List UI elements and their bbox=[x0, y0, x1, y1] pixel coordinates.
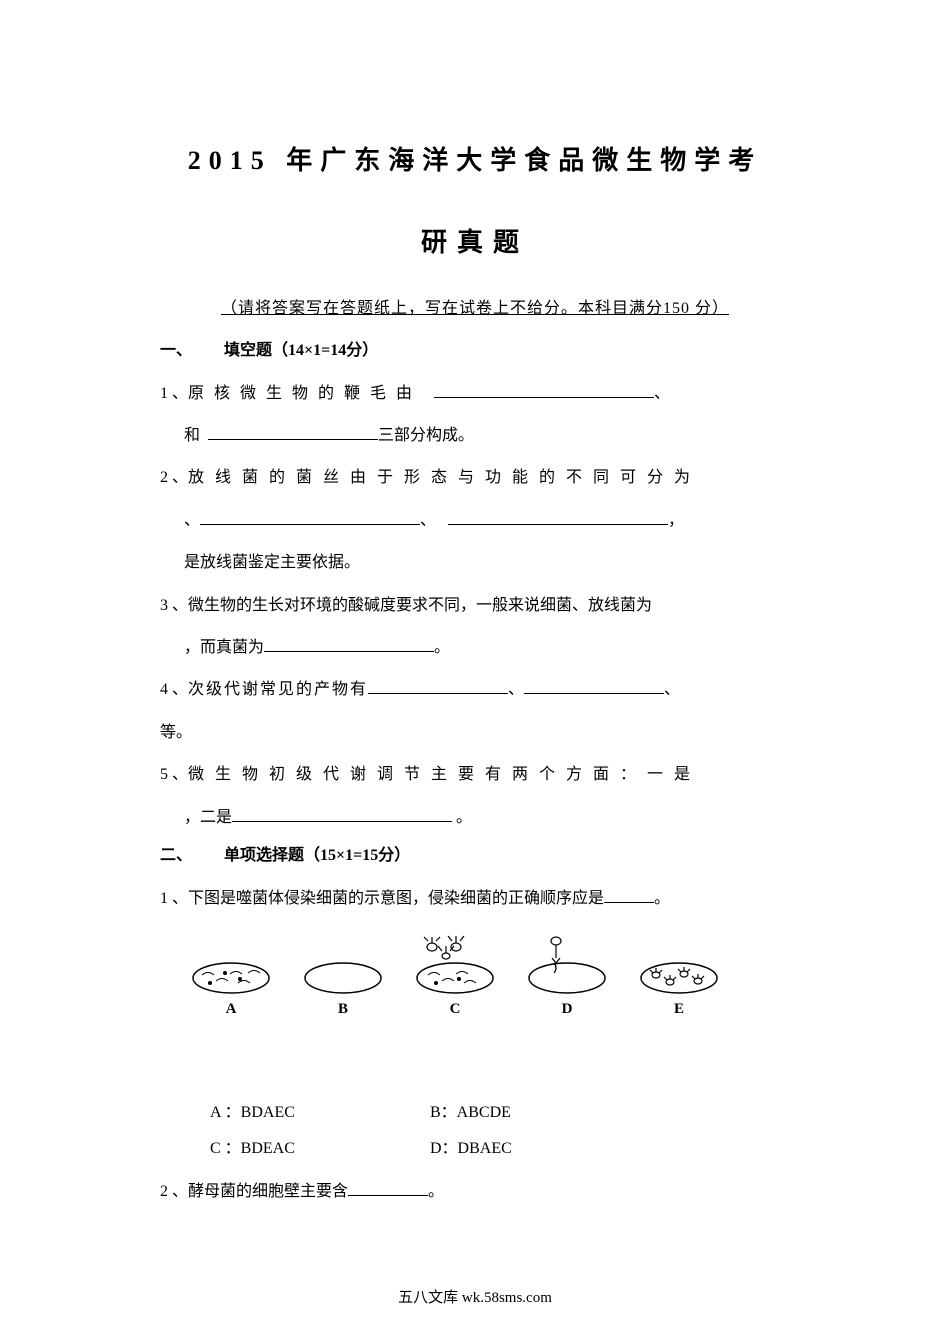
mc1-options: A ：BDAEC B：ABCDE C ：BDEAC D：DBAEC bbox=[210, 1098, 790, 1158]
q2-blank-2 bbox=[448, 524, 668, 525]
q3-text-c: 。 bbox=[434, 639, 450, 656]
mc-question-1: 1 、下图是噬菌体侵染细菌的示意图，侵染细菌的正确顺序应是 。 bbox=[160, 880, 790, 918]
diagram-a-label: A bbox=[226, 1001, 237, 1018]
q1-text-b: 和 bbox=[184, 427, 200, 444]
question-3: 3 、微生物的生长对环境的酸碱度要求不同，一般来说细菌、放线菌为 bbox=[160, 587, 790, 625]
question-5: 5 、微生物初级代谢调节主要有两个方面：一是 bbox=[160, 756, 790, 794]
bacteria-b-icon bbox=[302, 945, 384, 995]
question-1-cont: 和 三部分构成。 bbox=[160, 417, 790, 455]
question-1: 1 、原核微生物的鞭毛由 、 bbox=[160, 375, 790, 413]
q1-text-c: 三部分构成。 bbox=[378, 427, 474, 444]
q4-num: 4 、 bbox=[160, 681, 188, 698]
mc1-option-d: D：DBAEC bbox=[430, 1134, 512, 1158]
q2-num: 2 、 bbox=[160, 469, 188, 486]
q3-text-a: 微生物的生长对环境的酸碱度要求不同，一般来说细菌、放线菌为 bbox=[188, 597, 652, 614]
q5-text-c: 。 bbox=[452, 809, 472, 826]
q2-text-b: 是放线菌鉴定主要依据。 bbox=[184, 554, 360, 571]
diagram-e: E bbox=[638, 945, 720, 1018]
diagram-a: A bbox=[190, 945, 272, 1018]
q3-num: 3 、 bbox=[160, 597, 188, 614]
q5-blank-1 bbox=[232, 821, 452, 822]
mc1-num: 1 、 bbox=[160, 890, 188, 907]
diagram-c: C bbox=[414, 933, 496, 1018]
q3-text-b: ，而真菌为 bbox=[184, 639, 264, 656]
section-2-num: 二、 bbox=[160, 841, 220, 865]
mc2-text: 酵母菌的细胞壁主要含 bbox=[188, 1183, 348, 1200]
mc1-blank bbox=[604, 902, 654, 903]
bacteria-d-icon bbox=[526, 933, 608, 995]
mc2-blank bbox=[348, 1195, 428, 1196]
exam-title-line2: 研真题 bbox=[160, 222, 790, 259]
q5-num: 5 、 bbox=[160, 766, 188, 783]
section-2-title: 单项选择题（15×1=15分） bbox=[224, 847, 410, 864]
mc1-option-a: A ：BDAEC bbox=[210, 1098, 430, 1122]
question-2: 2 、放线菌的菌丝由于形态与功能的不同可分为 bbox=[160, 459, 790, 497]
bacteria-c-icon bbox=[414, 933, 496, 995]
q4-text-b: 等。 bbox=[160, 724, 192, 741]
section-1-title: 填空题（14×1=14分） bbox=[224, 342, 378, 359]
question-4-cont: 等。 bbox=[160, 714, 790, 752]
mc1-option-c: C ：BDEAC bbox=[210, 1134, 430, 1158]
section-1-header: 一、 填空题（14×1=14分） bbox=[160, 336, 790, 360]
section-2-header: 二、 单项选择题（15×1=15分） bbox=[160, 841, 790, 865]
q2-blank-1 bbox=[200, 524, 420, 525]
q4-blank-1 bbox=[368, 693, 508, 694]
diagram-row: A B C bbox=[190, 933, 790, 1018]
q1-num: 1 、 bbox=[160, 385, 188, 402]
bacteria-e-icon bbox=[638, 945, 720, 995]
q4-text-a: 次级代谢常见的产物有 bbox=[188, 681, 368, 698]
exam-title-line1: 2015 年广东海洋大学食品微生物学考 bbox=[160, 140, 790, 182]
question-2-blanks: 、、 ， bbox=[160, 502, 790, 540]
mc2-num: 2 、 bbox=[160, 1183, 188, 1200]
diagram-b-label: B bbox=[338, 1001, 348, 1018]
mc1-text: 下图是噬菌体侵染细菌的示意图，侵染细菌的正确顺序应是 bbox=[188, 890, 604, 907]
q2-text-a: 放线菌的菌丝由于形态与功能的不同可分为 bbox=[188, 469, 701, 486]
diagram-d: D bbox=[526, 933, 608, 1018]
q3-blank-1 bbox=[264, 651, 434, 652]
exam-subtitle: （请将答案写在答题纸上，写在试卷上不给分。本科目满分150 分） bbox=[160, 294, 790, 318]
mc1-option-b: B：ABCDE bbox=[430, 1098, 511, 1122]
diagram-c-label: C bbox=[450, 1001, 461, 1018]
diagram-e-label: E bbox=[674, 1001, 684, 1018]
mc1-text-end: 。 bbox=[654, 890, 670, 907]
q5-text-a: 微生物初级代谢调节主要有两个方面：一是 bbox=[188, 766, 701, 783]
bacteria-a-icon bbox=[190, 945, 272, 995]
mc2-text-end: 。 bbox=[428, 1183, 444, 1200]
question-5-cont: ，二是 。 bbox=[160, 799, 790, 837]
q4-blank-2 bbox=[524, 693, 664, 694]
q1-blank-1 bbox=[434, 397, 654, 398]
diagram-d-label: D bbox=[562, 1001, 573, 1018]
page-footer: 五八文库 wk.58sms.com bbox=[0, 1286, 950, 1307]
diagram-b: B bbox=[302, 945, 384, 1018]
q1-blank-2 bbox=[208, 439, 378, 440]
section-1-num: 一、 bbox=[160, 336, 220, 360]
q1-text-a: 原核微生物的鞭毛由 bbox=[188, 385, 422, 402]
q5-text-b: ，二是 bbox=[184, 809, 232, 826]
question-2-cont: 是放线菌鉴定主要依据。 bbox=[160, 544, 790, 582]
mc-question-2: 2 、酵母菌的细胞壁主要含 。 bbox=[160, 1173, 790, 1211]
question-3-cont: ，而真菌为 。 bbox=[160, 629, 790, 667]
question-4: 4 、次级代谢常见的产物有、、 bbox=[160, 671, 790, 709]
